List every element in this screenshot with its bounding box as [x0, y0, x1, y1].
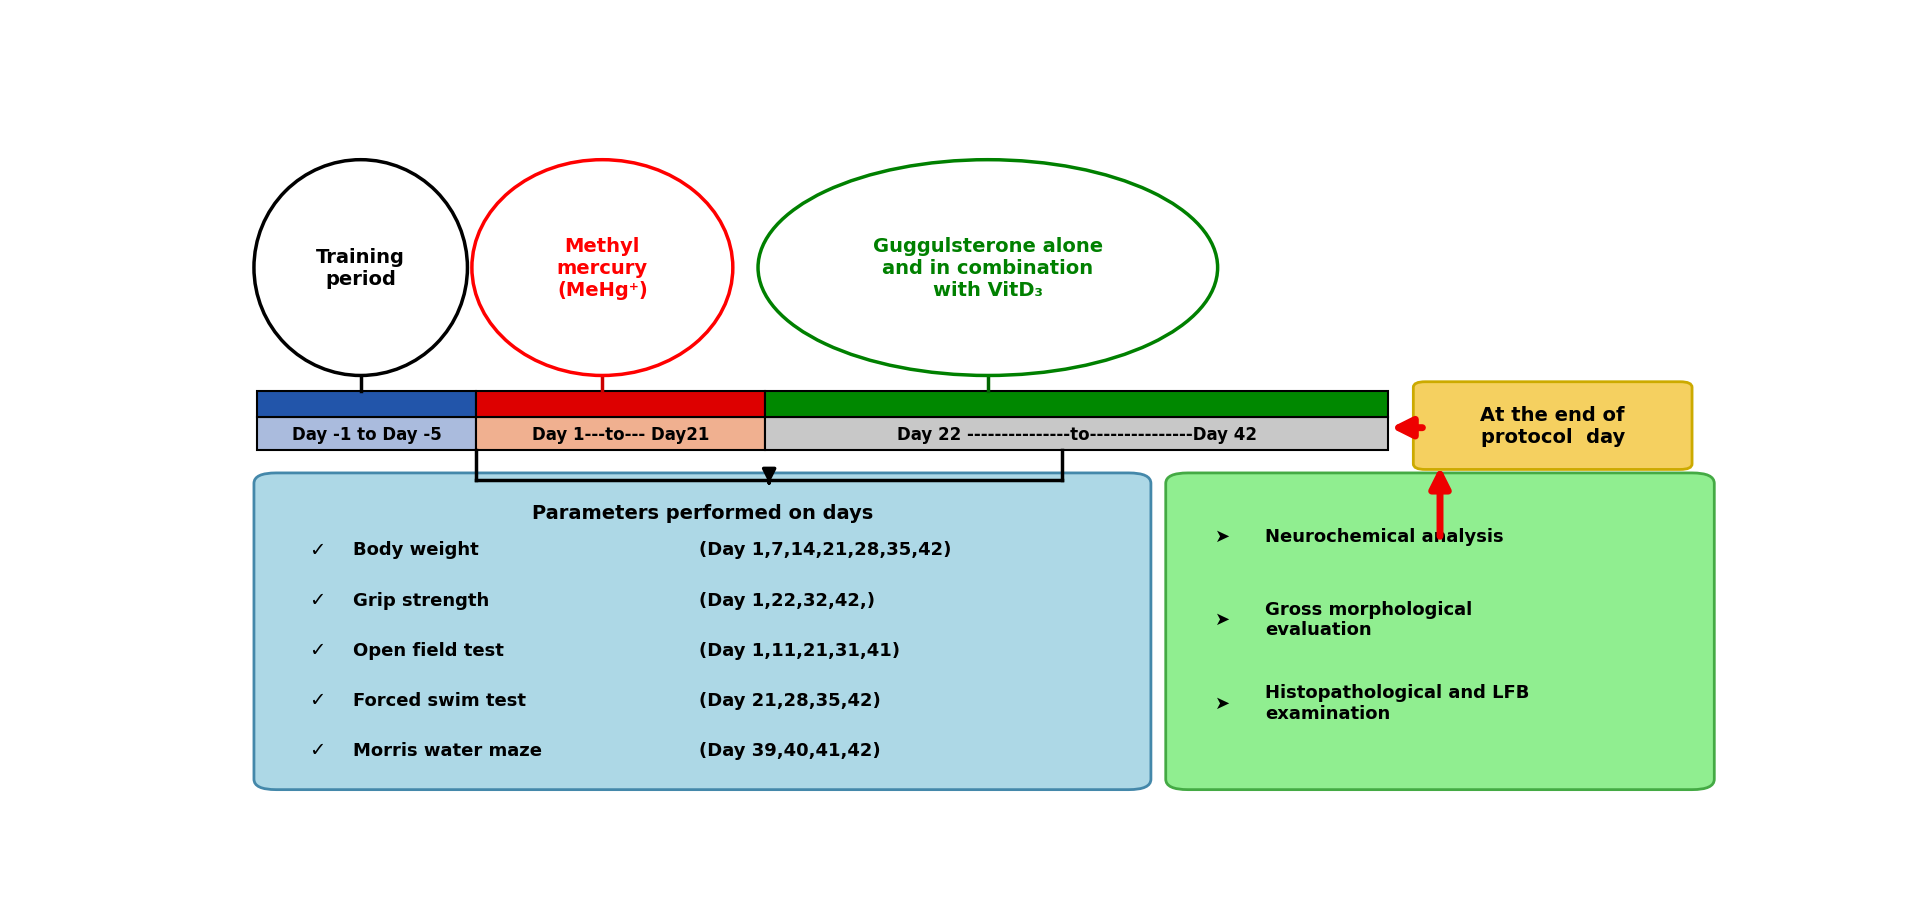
Ellipse shape [758, 161, 1217, 376]
FancyBboxPatch shape [254, 473, 1152, 790]
Text: Grip strength: Grip strength [354, 591, 490, 609]
FancyBboxPatch shape [256, 391, 476, 418]
Text: (Day 39,40,41,42): (Day 39,40,41,42) [698, 741, 880, 759]
Text: Day 22 ---------------to---------------Day 42: Day 22 ---------------to---------------D… [897, 425, 1257, 443]
Ellipse shape [473, 161, 733, 376]
FancyBboxPatch shape [476, 391, 765, 418]
Text: Gross morphological
evaluation: Gross morphological evaluation [1264, 600, 1473, 638]
Text: ✓: ✓ [308, 691, 325, 710]
Text: Histopathological and LFB
examination: Histopathological and LFB examination [1264, 684, 1528, 722]
FancyBboxPatch shape [256, 418, 476, 451]
Text: (Day 21,28,35,42): (Day 21,28,35,42) [698, 691, 880, 709]
Text: (Day 1,7,14,21,28,35,42): (Day 1,7,14,21,28,35,42) [698, 541, 951, 559]
Text: (Day 1,11,21,31,41): (Day 1,11,21,31,41) [698, 641, 899, 659]
Text: ➤: ➤ [1215, 610, 1230, 628]
FancyBboxPatch shape [476, 418, 765, 451]
Text: ✓: ✓ [308, 740, 325, 759]
FancyBboxPatch shape [765, 418, 1389, 451]
Text: ➤: ➤ [1215, 527, 1230, 545]
Text: Body weight: Body weight [354, 541, 478, 559]
Text: Day -1 to Day -5: Day -1 to Day -5 [293, 425, 442, 443]
Text: Methyl
mercury
(MeHg⁺): Methyl mercury (MeHg⁺) [557, 237, 649, 300]
Text: Training
period: Training period [316, 247, 406, 289]
Text: (Day 1,22,32,42,): (Day 1,22,32,42,) [698, 591, 874, 609]
Text: ✓: ✓ [308, 540, 325, 559]
Text: Parameters performed on days: Parameters performed on days [532, 504, 872, 523]
Text: Forced swim test: Forced swim test [354, 691, 526, 709]
FancyBboxPatch shape [1165, 473, 1714, 790]
Text: At the end of
protocol  day: At the end of protocol day [1481, 405, 1624, 447]
Text: Neurochemical analysis: Neurochemical analysis [1264, 527, 1504, 545]
Text: ✓: ✓ [308, 591, 325, 610]
Text: Guggulsterone alone
and in combination
with VitD₃: Guggulsterone alone and in combination w… [872, 237, 1104, 300]
Text: ➤: ➤ [1215, 694, 1230, 712]
Text: ✓: ✓ [308, 640, 325, 659]
Text: Day 1---to--- Day21: Day 1---to--- Day21 [532, 425, 710, 443]
Text: Open field test: Open field test [354, 641, 505, 659]
Ellipse shape [254, 161, 467, 376]
FancyBboxPatch shape [1414, 382, 1693, 470]
Text: Morris water maze: Morris water maze [354, 741, 541, 759]
FancyBboxPatch shape [765, 391, 1389, 418]
